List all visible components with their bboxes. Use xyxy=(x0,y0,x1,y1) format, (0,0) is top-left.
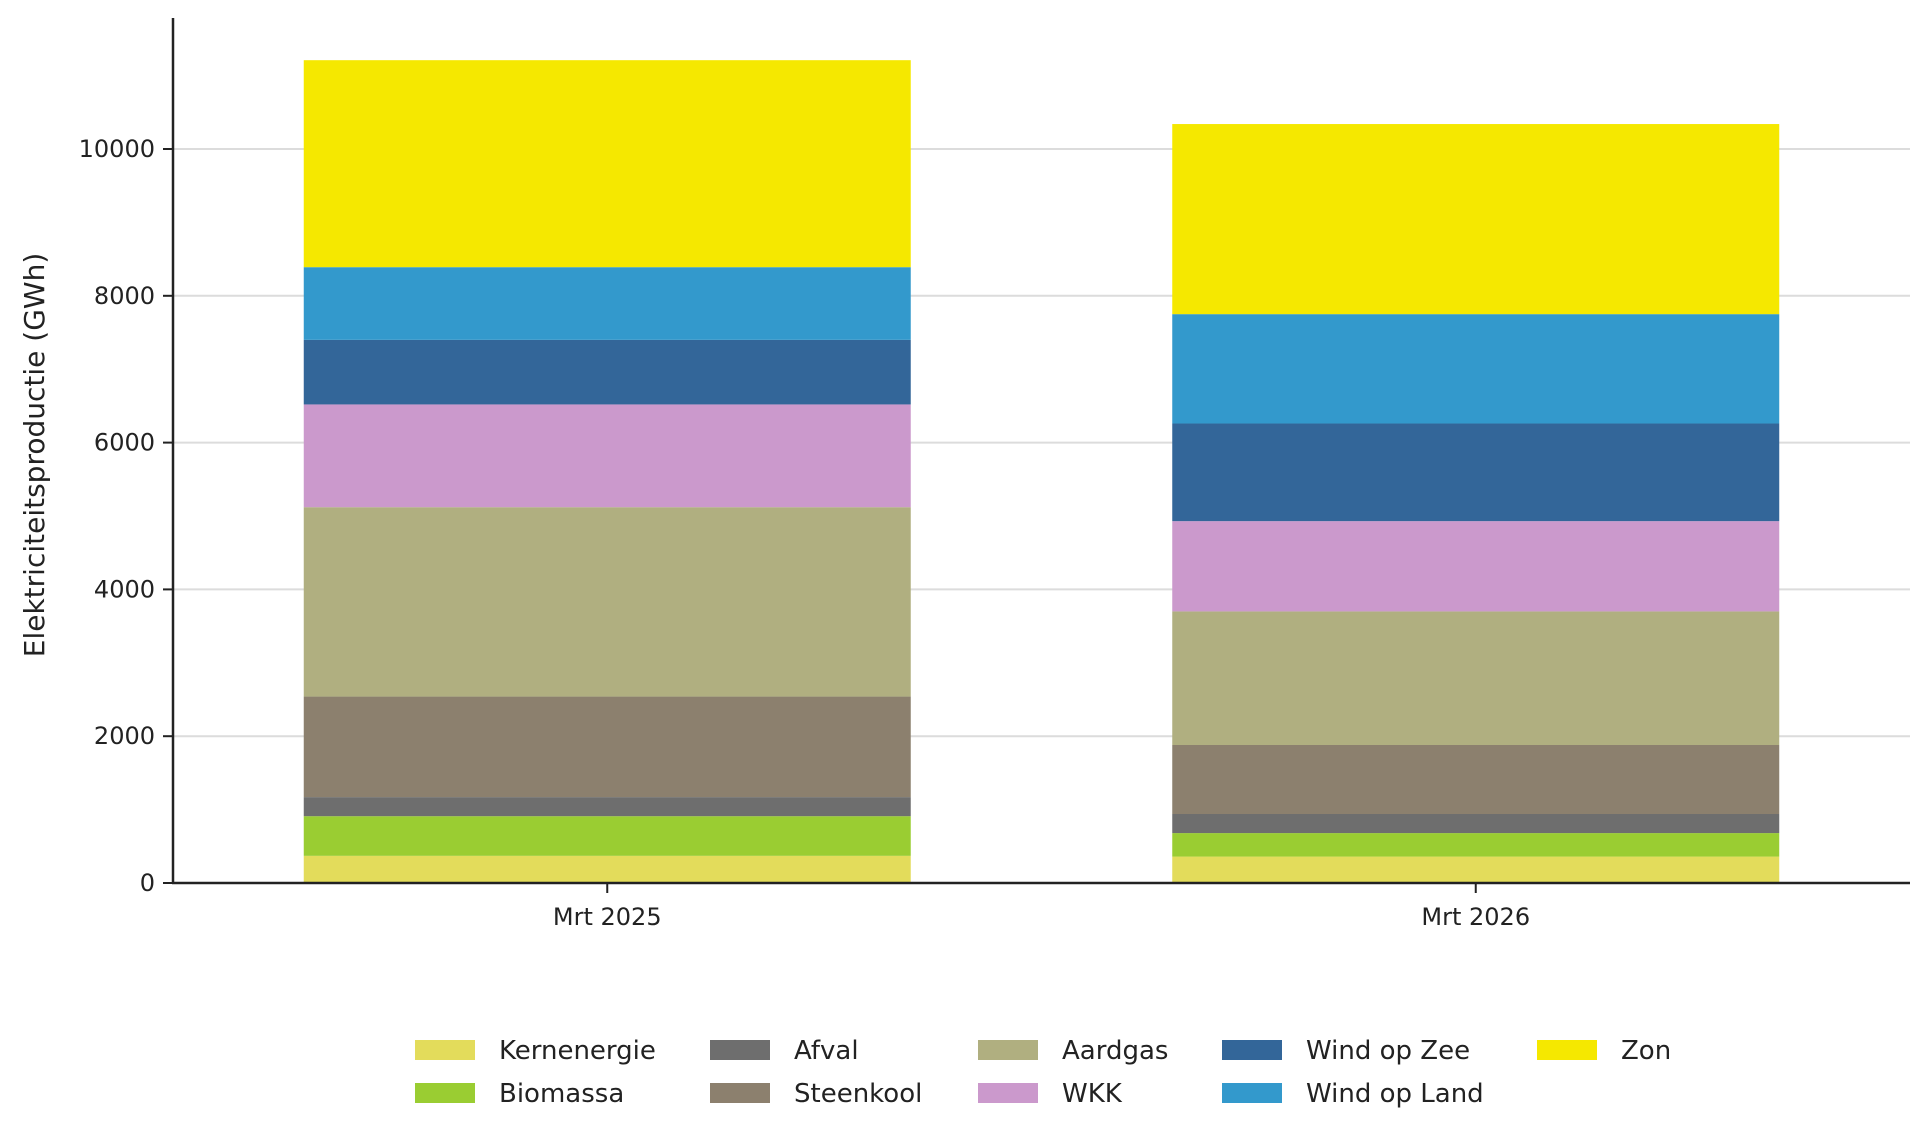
y-tick-label: 4000 xyxy=(94,575,155,603)
legend-swatch xyxy=(415,1083,475,1103)
legend-swatch xyxy=(1222,1040,1282,1060)
bar-segment-wind-op-land xyxy=(1172,314,1780,424)
bar-segment-kernenergie xyxy=(1172,856,1780,883)
legend-label: Zon xyxy=(1621,1036,1671,1066)
x-tick-label: Mrt 2026 xyxy=(1421,903,1530,931)
legend-swatch xyxy=(1537,1040,1597,1060)
y-tick-label: 8000 xyxy=(94,282,155,310)
legend-swatch xyxy=(710,1040,770,1060)
y-tick-label: 0 xyxy=(140,869,155,897)
bar-segment-wkk xyxy=(303,404,911,508)
legend-swatch xyxy=(978,1083,1038,1103)
legend-swatch xyxy=(978,1040,1038,1060)
legend-label: Steenkool xyxy=(794,1079,922,1109)
bar-segment-biomassa xyxy=(1172,833,1780,857)
legend-label: Wind op Land xyxy=(1306,1079,1484,1109)
legend-swatch xyxy=(710,1083,770,1103)
bar-segment-afval xyxy=(303,797,911,817)
legend-label: Wind op Zee xyxy=(1306,1036,1470,1066)
bar-segment-aardgas xyxy=(1172,611,1780,746)
x-tick-label: Mrt 2025 xyxy=(553,903,662,931)
legend: Kernenergie Biomassa Afval Steenkool Aardgas… xyxy=(415,1036,1671,1109)
bar-segment-steenkool xyxy=(1172,745,1780,815)
bar-segment-zon xyxy=(303,60,911,268)
bar-segment-aardgas xyxy=(303,507,911,697)
bar-segment-afval xyxy=(1172,814,1780,834)
bar-segment-wind-op-zee xyxy=(303,339,911,405)
y-tick-label: 2000 xyxy=(94,722,155,750)
bar-segment-biomassa xyxy=(303,816,911,856)
legend-label: Biomassa xyxy=(499,1079,624,1109)
bar-segment-wind-op-zee xyxy=(1172,423,1780,522)
legend-label: Kernenergie xyxy=(499,1036,656,1066)
legend-label: Aardgas xyxy=(1062,1036,1168,1066)
bar-segment-zon xyxy=(1172,124,1780,315)
legend-label: WKK xyxy=(1062,1079,1123,1109)
legend-swatch xyxy=(415,1040,475,1060)
bar-segment-wkk xyxy=(1172,521,1780,612)
bar-segment-wind-op-land xyxy=(303,267,911,340)
axes: Mrt 2025 Mrt 2026 0 2000 4000 6000 8000 10000 xyxy=(79,18,1910,931)
bar-segment-kernenergie xyxy=(303,855,911,883)
bars xyxy=(303,60,1780,883)
bar-segment-steenkool xyxy=(303,696,911,798)
legend-label: Afval xyxy=(794,1036,859,1066)
y-tick-label: 6000 xyxy=(94,429,155,457)
y-axis-title: Elektriciteitsproductie (GWh) xyxy=(18,253,51,657)
legend-swatch xyxy=(1222,1083,1282,1103)
y-tick-label: 10000 xyxy=(79,135,155,163)
